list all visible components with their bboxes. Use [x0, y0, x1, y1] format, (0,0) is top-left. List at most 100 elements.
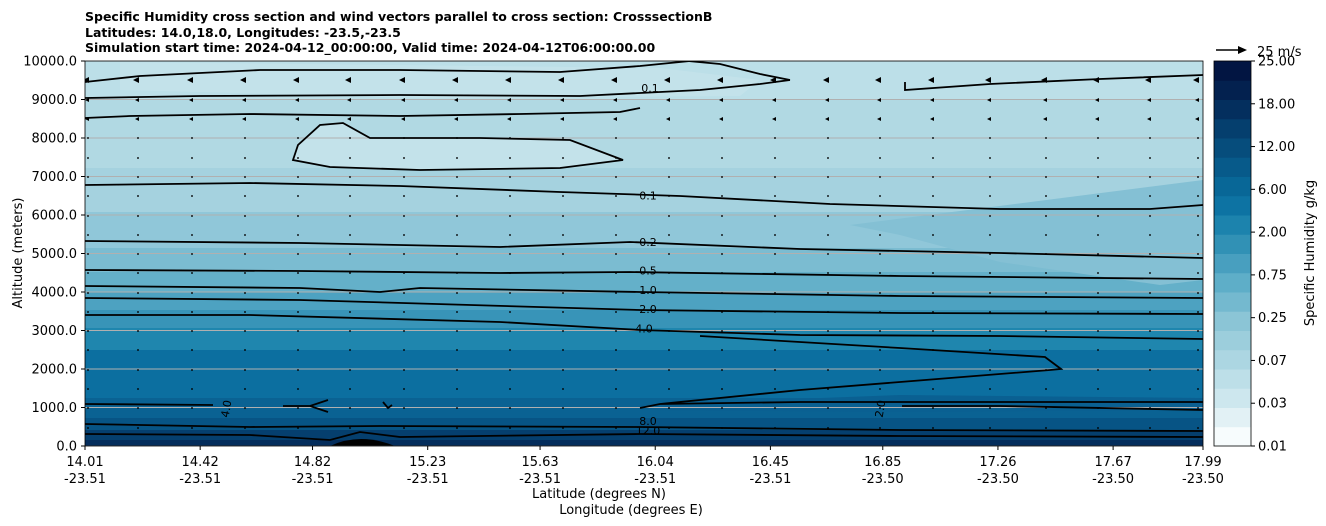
wind-vector — [721, 215, 723, 217]
wind-vector — [137, 157, 139, 159]
x-tick-label-lat: 17.67 — [1095, 455, 1132, 470]
colorbar-segment — [1214, 388, 1251, 408]
wind-vector — [668, 292, 670, 294]
wind-vector — [1149, 272, 1151, 274]
wind-vector — [1149, 427, 1151, 429]
wind-vector — [244, 369, 246, 371]
colorbar-tick-label: 0.07 — [1258, 354, 1287, 369]
contour-line — [85, 297, 1203, 315]
wind-vector — [452, 77, 458, 83]
wind-vector — [297, 272, 299, 274]
wind-vector — [1097, 330, 1099, 332]
wind-vector — [1097, 253, 1099, 255]
y-tick-label: 5000.0 — [32, 247, 78, 262]
wind-vector — [1045, 195, 1047, 197]
x-tick-label-lat: 15.23 — [409, 455, 446, 470]
wind-vector — [1149, 176, 1151, 178]
humidity-patch — [293, 123, 623, 170]
wind-vector — [989, 176, 991, 178]
humidity-band — [85, 350, 1203, 398]
wind-vector — [403, 215, 405, 217]
wind-vector — [454, 117, 458, 121]
wind-vector — [774, 369, 776, 371]
colorbar-tick-label: 0.75 — [1258, 268, 1287, 283]
wind-vector — [932, 369, 934, 371]
colorbar-frame — [1213, 60, 1252, 447]
y-axis: 0.0 1000.0 2000.0 3000.0 4000.0 5000.0 6000.0 7… — [23, 55, 85, 455]
x-tick-label-lat: 14.42 — [182, 455, 219, 470]
wind-vector — [1097, 234, 1099, 236]
y-tick-label: 8000.0 — [32, 132, 78, 147]
wind-vector — [615, 427, 617, 429]
wind-vector — [989, 195, 991, 197]
contour-line — [85, 285, 1203, 299]
wind-vector — [668, 349, 670, 351]
contour-line — [687, 61, 791, 81]
wind-vector — [191, 407, 193, 409]
y-tick-label: 10000.0 — [23, 55, 77, 70]
wind-vector — [87, 292, 89, 294]
contour-line — [85, 314, 1203, 340]
wind-vector — [1197, 311, 1199, 313]
contour-line — [85, 240, 1203, 259]
colorbar-segment — [1214, 407, 1251, 428]
wind-vector — [562, 427, 564, 429]
colorbar-tick-label: 0.01 — [1258, 440, 1287, 455]
wind-vector — [191, 311, 193, 313]
wind-vector — [668, 215, 670, 217]
wind-vector — [509, 388, 511, 390]
wind-vector — [1045, 369, 1047, 371]
y-tick-label: 3000.0 — [32, 324, 78, 339]
wind-vector — [827, 176, 829, 178]
wind-vector — [509, 427, 511, 429]
wind-vector — [721, 195, 723, 197]
wind-vector — [879, 195, 881, 197]
wind-vector — [349, 176, 351, 178]
wind-vector — [932, 253, 934, 255]
wind-vector — [1195, 117, 1199, 121]
wind-vector — [562, 349, 564, 351]
wind-vector — [879, 137, 881, 139]
wind-vector — [349, 272, 351, 274]
x-tick-label-lon: -23.50 — [1182, 472, 1224, 487]
wind-vector — [349, 215, 351, 217]
wind-vector — [985, 77, 991, 83]
wind-vector — [456, 330, 458, 332]
title-line-2: Latitudes: 14.0,18.0, Longitudes: -23.5,… — [85, 24, 401, 40]
wind-vector — [774, 330, 776, 332]
wind-vector — [191, 427, 193, 429]
wind-vector — [879, 369, 881, 371]
wind-vector — [297, 215, 299, 217]
contour-label: 0.2 — [639, 236, 657, 249]
wind-vector — [1045, 311, 1047, 313]
colorbar-segment — [1214, 157, 1251, 177]
wind-vector — [562, 272, 564, 274]
wind-vector — [774, 253, 776, 255]
wind-vector — [403, 330, 405, 332]
y-axis-label: Altitude (meters) — [11, 198, 26, 309]
contour-label: 0.1 — [639, 190, 657, 203]
wind-vector — [774, 407, 776, 409]
wind-vector — [823, 77, 829, 83]
wind-vector — [770, 77, 776, 83]
wind-vector — [774, 388, 776, 390]
wind-vector — [349, 388, 351, 390]
wind-vector — [562, 330, 564, 332]
wind-vector — [721, 330, 723, 332]
wind-vector — [825, 117, 829, 121]
wind-vector — [827, 195, 829, 197]
wind-vector — [349, 369, 351, 371]
wind-vector — [1147, 117, 1151, 121]
wind-vector — [137, 176, 139, 178]
wind-vector — [244, 253, 246, 255]
wind-vector — [1045, 330, 1047, 332]
wind-vector — [87, 330, 89, 332]
wind-vector — [509, 215, 511, 217]
colorbar-segment — [1214, 369, 1251, 389]
wind-vector — [244, 330, 246, 332]
wind-vector — [244, 137, 246, 139]
wind-vector — [349, 157, 351, 159]
wind-vector — [403, 427, 405, 429]
wind-vector — [1197, 369, 1199, 371]
y-tick-label: 0.0 — [56, 440, 77, 455]
